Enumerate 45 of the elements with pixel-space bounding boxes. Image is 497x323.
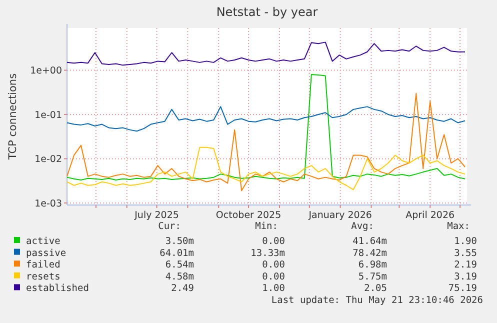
text: 2.19 bbox=[454, 260, 478, 271]
text: 3.19 bbox=[454, 271, 478, 282]
text: 5.75m bbox=[358, 271, 388, 282]
line-series bbox=[66, 146, 466, 190]
text: 0.00 bbox=[262, 236, 286, 247]
text: 78.42m bbox=[352, 248, 388, 259]
text: Avg: bbox=[351, 221, 374, 232]
legend-label: passive bbox=[26, 248, 66, 259]
text: 2.49 bbox=[171, 283, 194, 294]
text: 6.54m bbox=[165, 260, 194, 271]
text: Last update: Thu May 21 23:10:46 2026 bbox=[271, 295, 484, 306]
x-tick-label: January 2026 bbox=[308, 210, 372, 221]
text: Min: bbox=[255, 221, 278, 232]
text: 4.58m bbox=[165, 271, 194, 282]
line-series bbox=[66, 42, 466, 66]
text: 64.01m bbox=[160, 248, 194, 259]
text: 6.98m bbox=[358, 260, 388, 271]
line-series bbox=[66, 92, 466, 192]
y-tick-label: 1e+00 bbox=[30, 66, 62, 77]
line-series bbox=[66, 106, 466, 132]
y-axis-title: TCP connections bbox=[7, 73, 19, 161]
text: 13.33m bbox=[250, 248, 286, 259]
chart-title: Netstat - by year bbox=[216, 5, 318, 19]
y-tick-label: 1e-02 bbox=[34, 154, 62, 166]
line-series bbox=[66, 74, 466, 181]
text: 3.50m bbox=[165, 236, 194, 247]
text: 1.00 bbox=[262, 283, 286, 294]
text: 0.00 bbox=[262, 271, 286, 282]
text: 1.90 bbox=[454, 236, 478, 247]
text: 3.55 bbox=[454, 248, 477, 259]
x-tick-label: April 2026 bbox=[406, 210, 455, 221]
text: 2.05 bbox=[364, 283, 387, 294]
text: Cur: bbox=[158, 221, 181, 232]
x-tick-label: July 2025 bbox=[134, 210, 179, 221]
legend-label: established bbox=[26, 283, 89, 294]
y-tick-label: 1e-03 bbox=[34, 198, 62, 210]
text: Max: bbox=[447, 221, 470, 232]
legend-label: failed bbox=[26, 260, 60, 271]
x-tick-label: October 2025 bbox=[216, 210, 282, 221]
text: 75.19 bbox=[448, 283, 478, 294]
text: 41.64m bbox=[352, 236, 388, 247]
y-tick-label: 1e-01 bbox=[34, 110, 62, 121]
text: 0.00 bbox=[262, 260, 286, 271]
legend-label: active bbox=[26, 236, 61, 247]
legend-label: resets bbox=[26, 271, 60, 282]
